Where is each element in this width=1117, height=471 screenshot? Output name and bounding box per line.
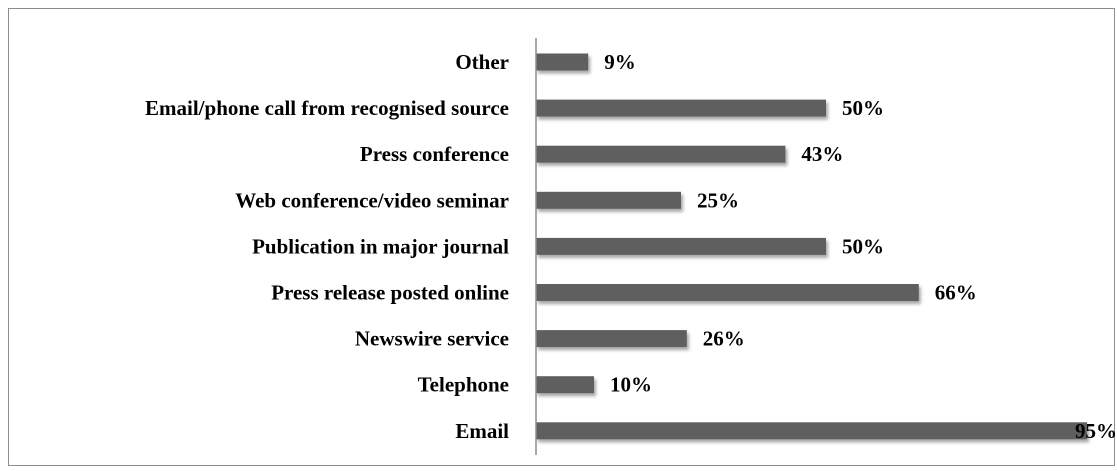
value-label: 43% [801, 142, 843, 166]
value-label: 50% [842, 234, 884, 258]
bar [536, 237, 826, 255]
value-label: 9% [604, 50, 636, 74]
bar [536, 99, 826, 117]
bar [536, 191, 681, 209]
category-label: Email/phone call from recognised source [145, 96, 509, 120]
category-label: Telephone [418, 373, 509, 397]
category-label: Press conference [360, 142, 509, 166]
category-label: Press release posted online [271, 281, 509, 305]
category-label: Publication in major journal [252, 234, 509, 258]
value-label: 95% [1075, 419, 1117, 443]
value-label: 50% [842, 96, 884, 120]
value-label: 66% [935, 281, 977, 305]
category-label: Newswire service [355, 327, 509, 351]
bar [536, 53, 589, 71]
bar [536, 376, 594, 394]
category-label: Web conference/video seminar [235, 188, 509, 212]
bar [536, 330, 687, 348]
bar [536, 145, 786, 163]
bar [536, 422, 1087, 440]
value-label: 26% [703, 327, 745, 351]
category-label: Other [455, 50, 509, 74]
category-label: Email [455, 419, 509, 443]
value-label: 25% [697, 188, 739, 212]
value-label: 10% [610, 373, 652, 397]
bar [536, 284, 919, 301]
